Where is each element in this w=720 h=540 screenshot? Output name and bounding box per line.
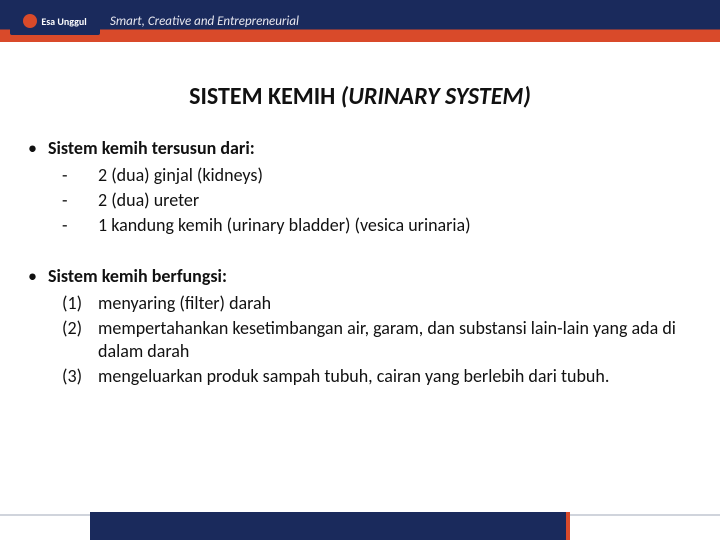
bullet-section-1: • Sistem kemih tersusun dari: bbox=[28, 137, 692, 160]
list-item: (2) mempertahankan kesetimbangan air, ga… bbox=[62, 317, 692, 363]
item-text: 2 (dua) ginjal (kidneys) bbox=[98, 164, 692, 187]
title-italic: (URINARY SYSTEM) bbox=[341, 82, 531, 111]
slide-content: • Sistem kemih tersusun dari: - 2 (dua) … bbox=[0, 111, 720, 388]
item-text: 1 kandung kemih (urinary bladder) (vesic… bbox=[98, 214, 692, 237]
bullet-dot-icon: • bbox=[28, 137, 48, 160]
list-item: - 2 (dua) ureter bbox=[62, 189, 692, 212]
section2-intro: Sistem kemih berfungsi: bbox=[48, 265, 227, 288]
dash-mark: - bbox=[62, 214, 98, 237]
list-item: (1) menyaring (filter) darah bbox=[62, 292, 692, 315]
logo-text: Esa Unggul bbox=[41, 15, 86, 28]
item-text: mempertahankan kesetimbangan air, garam,… bbox=[98, 317, 692, 363]
list-item: - 1 kandung kemih (urinary bladder) (ves… bbox=[62, 214, 692, 237]
logo-circle-icon bbox=[23, 14, 37, 28]
number-mark: (1) bbox=[62, 292, 98, 315]
dash-mark: - bbox=[62, 164, 98, 187]
bullet-dot-icon: • bbox=[28, 265, 48, 288]
section1-intro: Sistem kemih tersusun dari: bbox=[48, 137, 255, 160]
header-band: Esa Unggul Smart, Creative and Entrepren… bbox=[0, 0, 720, 42]
slide-title: SISTEM KEMIH (URINARY SYSTEM) bbox=[0, 82, 720, 111]
footer-block bbox=[90, 512, 570, 540]
dash-mark: - bbox=[62, 189, 98, 212]
list-item: (3) mengeluarkan produk sampah tubuh, ca… bbox=[62, 365, 692, 388]
bullet-section-2: • Sistem kemih berfungsi: bbox=[28, 265, 692, 288]
item-text: menyaring (filter) darah bbox=[98, 292, 692, 315]
number-mark: (3) bbox=[62, 365, 98, 388]
item-text: mengeluarkan produk sampah tubuh, cairan… bbox=[98, 365, 692, 388]
list-item: - 2 (dua) ginjal (kidneys) bbox=[62, 164, 692, 187]
title-main: SISTEM KEMIH bbox=[189, 82, 341, 111]
logo: Esa Unggul bbox=[10, 7, 100, 35]
footer-band bbox=[0, 496, 720, 540]
number-mark: (2) bbox=[62, 317, 98, 363]
tagline: Smart, Creative and Entrepreneurial bbox=[110, 14, 299, 29]
item-text: 2 (dua) ureter bbox=[98, 189, 692, 212]
